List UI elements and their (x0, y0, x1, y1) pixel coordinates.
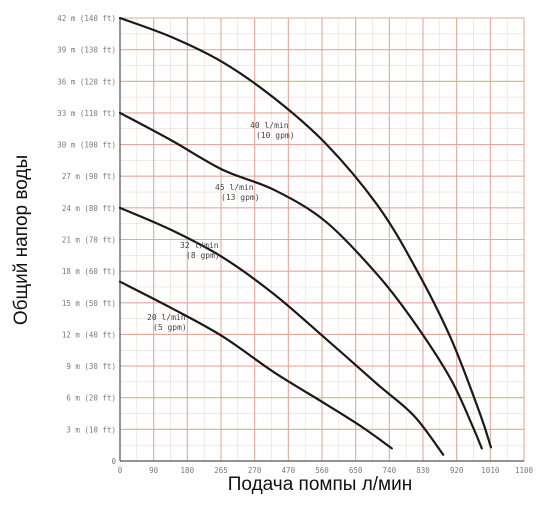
x-tick-label: 830 (416, 466, 430, 475)
y-tick-label: 21 m (70 ft) (62, 236, 116, 245)
series-line (118, 111, 483, 450)
x-tick-label: 270 (248, 466, 262, 475)
series-line (118, 206, 445, 456)
x-tick-label: 1100 (515, 466, 534, 475)
y-tick-label: 30 m (100 ft) (57, 141, 116, 150)
y-tick-label: 39 m (130 ft) (57, 46, 116, 55)
series-line (118, 16, 493, 449)
y-tick-label: 27 m (90 ft) (62, 172, 116, 181)
y-tick-label: 33 m (110 ft) (57, 109, 116, 118)
x-tick-label: 920 (450, 466, 464, 475)
x-tick-label: 90 (149, 466, 159, 475)
x-tick-label: 650 (349, 466, 363, 475)
x-tick-label: 740 (383, 466, 397, 475)
y-tick-label: 36 m (120 ft) (57, 77, 116, 86)
y-tick-label: 12 m (40 ft) (62, 330, 116, 339)
y-tick-label: 24 m (80 ft) (62, 204, 116, 213)
series-label: 40 l/min (10 gpm) (250, 121, 295, 140)
y-axis-label-box: Общий напор воды (2, 90, 42, 390)
y-tick-label: 0 (111, 457, 116, 466)
x-tick-label: 180 (181, 466, 195, 475)
x-tick-label: 560 (315, 466, 329, 475)
x-tick-label: 265 (214, 466, 228, 475)
series-label: 45 l/min (13 gpm) (215, 183, 260, 202)
series-label: 32 l/min (8 gpm) (180, 241, 220, 260)
y-tick-label: 9 m (30 ft) (66, 362, 116, 371)
series-label: 20 l/min (5 gpm) (147, 313, 187, 332)
x-axis-label: Подача помпы л/мин (227, 474, 413, 495)
y-tick-label: 6 m (20 ft) (66, 394, 116, 403)
y-tick-label: 15 m (50 ft) (62, 299, 116, 308)
x-tick-label: 0 (118, 466, 123, 475)
y-tick-label: 18 m (60 ft) (62, 267, 116, 276)
y-tick-label: 3 m (10 ft) (66, 425, 116, 434)
x-tick-label: 470 (282, 466, 296, 475)
y-tick-label: 42 m (140 ft) (57, 14, 116, 23)
y-axis-label: Общий напор воды (11, 154, 32, 326)
x-tick-label: 1010 (481, 466, 500, 475)
series-line (118, 280, 393, 450)
